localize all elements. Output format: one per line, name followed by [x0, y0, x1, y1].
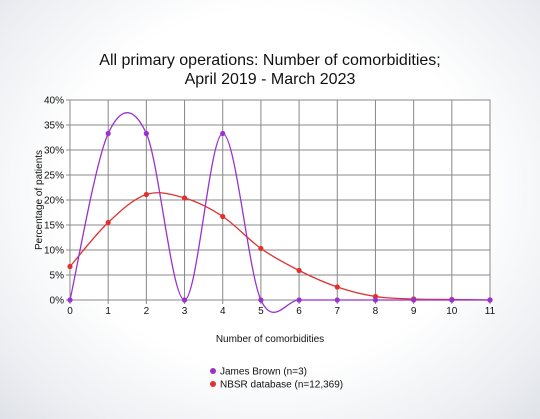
x-tick-label: 1	[105, 306, 111, 317]
x-tick-label: 8	[373, 306, 379, 317]
y-axis-label: Percentage of patients	[34, 150, 45, 250]
data-point	[181, 195, 188, 201]
series-line	[69, 192, 491, 301]
chart-title-line-2: April 2019 - March 2023	[185, 71, 356, 88]
x-axis: 0 1 2 3 4 5 6 7 8 9 10 11	[67, 300, 496, 317]
y-tick-label: 15%	[44, 221, 64, 232]
data-point	[258, 297, 264, 303]
series-layer	[67, 112, 493, 313]
legend-marker	[210, 381, 216, 387]
x-tick-label: 10	[446, 306, 458, 317]
legend-label: James Brown (n=3)	[220, 367, 307, 378]
data-point	[411, 297, 417, 303]
data-point	[143, 191, 149, 198]
x-axis-label: Number of comorbidities	[216, 334, 324, 345]
y-tick-label: 10%	[44, 246, 64, 257]
data-point	[181, 297, 188, 303]
data-point	[296, 267, 302, 274]
data-point	[334, 284, 340, 290]
data-point	[220, 130, 226, 137]
x-tick-label: 7	[334, 306, 340, 317]
legend-label: NBSR database (n=12,369)	[220, 380, 343, 391]
series-line	[69, 112, 490, 313]
data-point	[220, 213, 226, 220]
legend-marker	[210, 368, 216, 374]
data-point	[296, 297, 302, 303]
data-point	[67, 297, 73, 303]
data-point	[258, 245, 264, 252]
x-tick-label: 5	[258, 306, 264, 317]
y-tick-label: 25%	[44, 171, 64, 182]
legend: James Brown (n=3) NBSR database (n=12,369…	[210, 367, 343, 391]
data-point	[334, 297, 340, 303]
x-tick-label: 3	[182, 306, 188, 317]
y-tick-label: 0%	[50, 296, 65, 307]
y-tick-label: 40%	[44, 96, 64, 107]
x-tick-label: 11	[485, 306, 496, 317]
y-tick-label: 35%	[44, 121, 64, 132]
x-tick-label: 6	[296, 306, 302, 317]
y-axis: 0% 5% 10% 15% 20% 25% 30% 35% 40%	[44, 96, 70, 307]
x-tick-label: 2	[144, 306, 150, 317]
y-tick-label: 5%	[50, 271, 65, 282]
y-tick-label: 20%	[44, 196, 64, 207]
x-tick-label: 9	[411, 306, 417, 317]
data-point	[105, 130, 111, 137]
data-point	[67, 263, 73, 270]
chart-title-line-1: All primary operations: Number of comorb…	[99, 52, 440, 69]
x-tick-label: 4	[220, 306, 226, 317]
y-tick-label: 30%	[44, 146, 64, 157]
data-point	[143, 130, 149, 137]
data-point	[372, 297, 379, 303]
series-0	[67, 112, 493, 313]
data-point	[105, 219, 111, 226]
data-point	[487, 297, 493, 303]
x-tick-label: 0	[67, 306, 73, 317]
data-point	[449, 297, 455, 303]
